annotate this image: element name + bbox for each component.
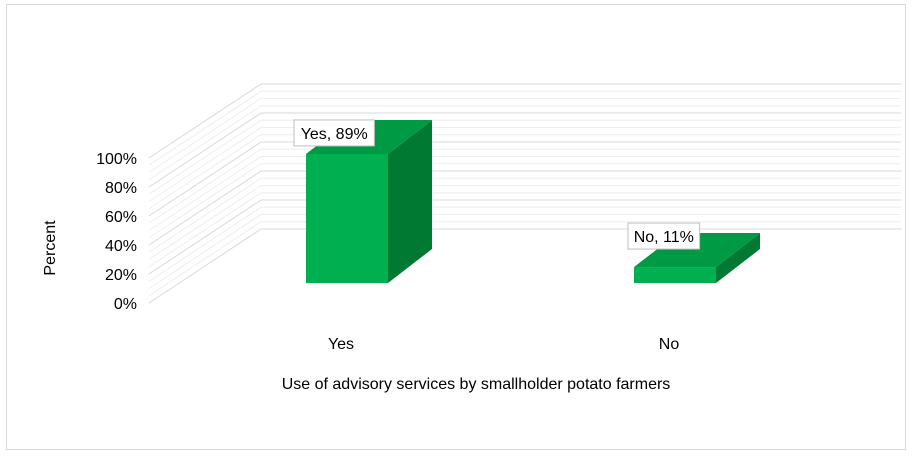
gridline (148, 170, 901, 246)
bar (306, 153, 388, 283)
y-axis-label: Percent (42, 220, 59, 276)
minor-gridline (148, 192, 901, 268)
minor-gridline (148, 185, 901, 260)
y-axis-ticks: 0% 20% 40% 60% 80% 100% (96, 151, 137, 313)
gridline (148, 141, 901, 217)
gridlines (148, 83, 901, 304)
minor-gridline (148, 206, 901, 282)
minor-gridline (148, 177, 901, 253)
x-tick-label: Yes (328, 336, 354, 353)
bar-side (388, 119, 432, 283)
data-label-box (627, 222, 701, 250)
minor-gridline (148, 214, 901, 289)
bar (634, 267, 716, 283)
data-label-box (293, 119, 375, 147)
data-label: Yes, 89% (301, 126, 368, 143)
minor-gridline (148, 148, 901, 224)
gridline (148, 228, 901, 304)
y-tick-label: 40% (105, 238, 137, 255)
minor-gridline (148, 119, 901, 195)
chart-frame: 0% 20% 40% 60% 80% 100% Yes, 89% No, 11% Yes No… (6, 4, 906, 450)
gridline (148, 112, 901, 188)
y-tick-label: 60% (105, 209, 137, 226)
gridline (148, 83, 901, 159)
minor-gridline (148, 90, 901, 166)
bar-side (716, 233, 760, 283)
y-tick-label: 100% (96, 151, 137, 168)
minor-gridline (148, 127, 901, 202)
x-axis-label: Use of advisory services by smallholder … (282, 376, 671, 393)
x-axis-ticks: Yes No (328, 336, 679, 353)
y-tick-label: 20% (105, 267, 137, 284)
minor-gridline (148, 221, 901, 297)
data-label: No, 11% (634, 229, 694, 246)
bars: Yes, 89% No, 11% (293, 119, 760, 283)
minor-gridline (148, 98, 901, 173)
minor-gridline (148, 105, 901, 181)
bar-top (634, 233, 760, 268)
y-tick-label: 0% (114, 296, 137, 313)
x-tick-label: No (659, 336, 680, 353)
minor-gridline (148, 156, 901, 231)
minor-gridline (148, 163, 901, 239)
gridline (148, 199, 901, 275)
minor-gridline (148, 134, 901, 210)
y-tick-label: 80% (105, 180, 137, 197)
bar-chart-3d: 0% 20% 40% 60% 80% 100% Yes, 89% No, 11% Yes No… (42, 83, 901, 393)
